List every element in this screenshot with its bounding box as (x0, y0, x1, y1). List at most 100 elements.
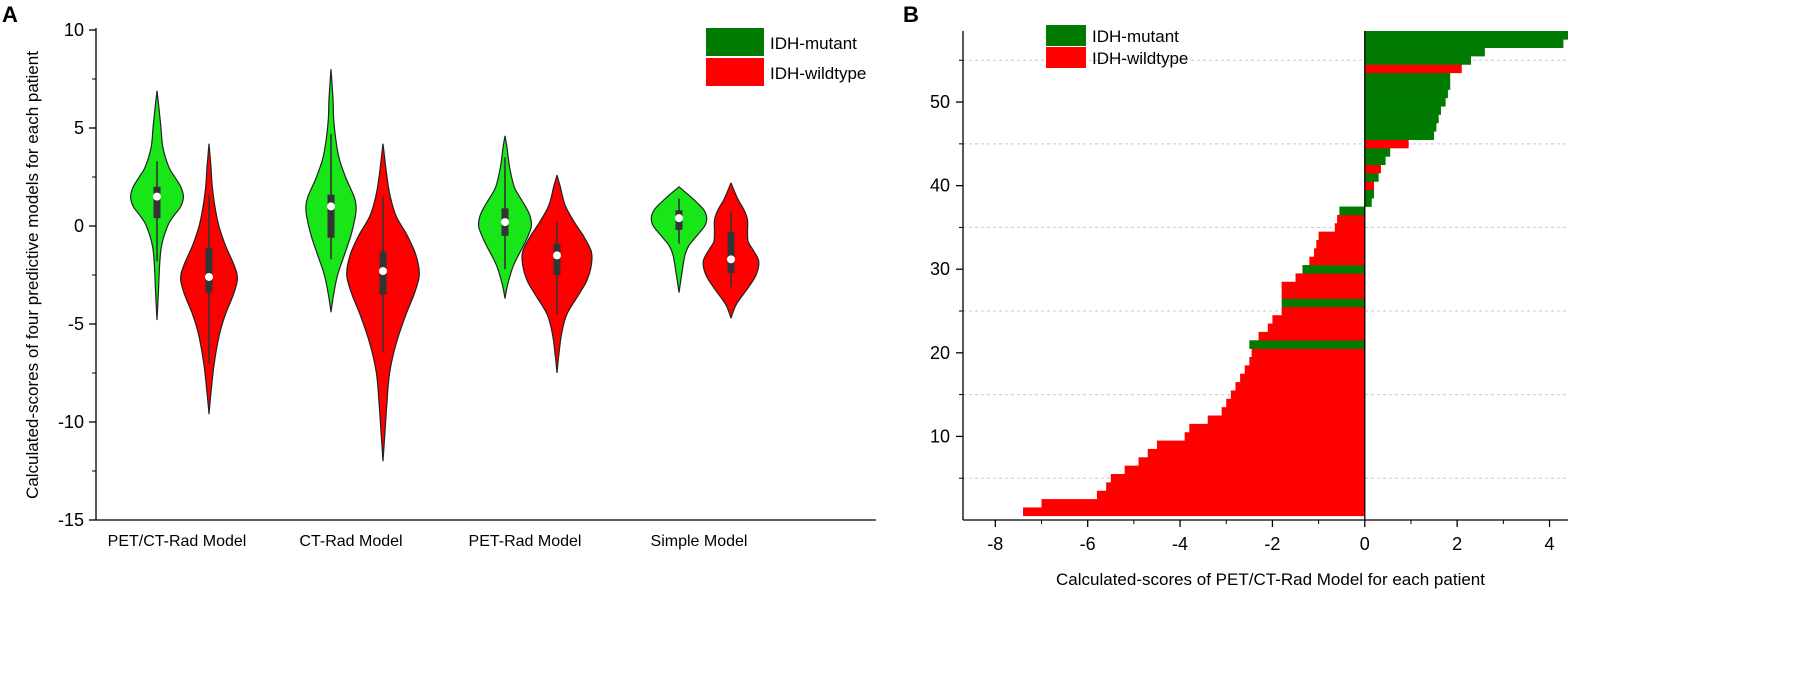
patient-bar (1364, 189, 1375, 199)
x-tick-label: -8 (987, 534, 1003, 554)
y-tick-label: -5 (68, 314, 84, 334)
patient-bar (1364, 114, 1439, 124)
violin-median-dot (153, 192, 161, 201)
y-tick-label: 10 (64, 20, 84, 40)
patient-bar (1249, 340, 1365, 349)
patient-bar (1364, 31, 1568, 40)
patient-bar (1226, 398, 1365, 408)
category-label: PET/CT-Rad Model (108, 533, 247, 550)
violin-median-dot (501, 218, 509, 227)
category-label: CT-Rad Model (299, 533, 402, 550)
patient-bar (1364, 64, 1462, 74)
patient-bar (1364, 131, 1435, 140)
patient-bar (1364, 122, 1437, 132)
patient-bar (1364, 198, 1372, 207)
patient-bar (1281, 298, 1365, 308)
patient-bar (1147, 448, 1365, 458)
patient-bar (1189, 423, 1365, 433)
patient-bar (1106, 482, 1365, 492)
patient-bar (1096, 490, 1365, 500)
patient-bar (1251, 348, 1365, 358)
patient-bar (1235, 382, 1365, 391)
patient-bar (1364, 56, 1472, 65)
patient-bar (1334, 223, 1365, 232)
patient-bar (1124, 465, 1365, 475)
violin-median-dot (205, 272, 213, 281)
violin-wildtype-4 (702, 182, 760, 319)
patient-bar (1364, 139, 1409, 149)
patient-bar (1156, 440, 1365, 450)
violin-mutant-1 (129, 90, 185, 321)
y-tick-label: 40 (930, 176, 950, 196)
violin-wildtype-1 (179, 143, 239, 415)
patient-bar (1230, 390, 1365, 400)
patient-bar (1221, 407, 1365, 416)
patient-bar (1281, 306, 1365, 316)
panel-b-x-ticks: -8 -6 -4 -2 0 2 4 (987, 520, 1555, 554)
patient-bar (1309, 256, 1365, 266)
panel-a-y-ticks: 10 5 0 -5 -10 -15 (58, 20, 96, 530)
y-tick-label: -10 (58, 412, 84, 432)
patient-bar (1339, 206, 1365, 216)
violin-iqr-box (727, 231, 735, 274)
patient-bar (1364, 39, 1564, 49)
panel-a-legend: IDH-mutant IDH-wildtype (706, 28, 866, 86)
x-tick-label: 0 (1360, 534, 1370, 554)
legend-swatch (1046, 47, 1086, 68)
y-tick-label: 20 (930, 343, 950, 363)
violin-wildtype-2 (346, 143, 420, 462)
category-label: PET-Rad Model (469, 533, 582, 550)
x-tick-label: -6 (1080, 534, 1096, 554)
violin-median-dot (327, 202, 335, 211)
category-label: Simple Model (651, 533, 748, 550)
y-tick-label: 50 (930, 92, 950, 112)
patient-bar (1337, 214, 1365, 224)
patient-bar (1258, 331, 1365, 341)
panel-b-x-axis-title: Calculated-scores of PET/CT-Rad Model fo… (1056, 570, 1485, 589)
panel-a-category-labels: PET/CT-Rad Model CT-Rad Model PET-Rad Mode… (108, 533, 748, 550)
violin-mutant-3 (477, 135, 533, 299)
violin-median-dot (675, 214, 683, 223)
legend-swatch (706, 58, 764, 86)
patient-bar (1313, 248, 1365, 257)
patient-bar (1041, 499, 1365, 508)
panel-a-violins (129, 69, 760, 462)
patient-bar (1364, 47, 1485, 57)
patient-bar (1364, 106, 1441, 115)
legend-label: IDH-mutant (770, 34, 857, 53)
panel-b-y-ticks: 10 20 30 40 50 (930, 59, 963, 479)
patient-bar (1364, 148, 1391, 157)
patient-bar (1272, 315, 1365, 324)
x-tick-label: -2 (1264, 534, 1280, 554)
x-tick-label: 4 (1545, 534, 1555, 554)
patient-bar (1364, 173, 1379, 182)
y-tick-label: -15 (58, 510, 84, 530)
violin-iqr-box (205, 247, 213, 293)
y-tick-label: 5 (74, 118, 84, 138)
patient-bar (1110, 474, 1365, 483)
panel-b: B 10 20 30 40 50 -8 -6 -4 -2 0 2 4 Calculated-scor… (903, 2, 1568, 589)
patient-bar (1184, 432, 1365, 441)
patient-bar (1249, 357, 1365, 366)
patient-bar (1364, 89, 1448, 99)
patient-bar (1207, 415, 1365, 425)
patient-bar (1240, 373, 1365, 383)
legend-label: IDH-wildtype (770, 64, 866, 83)
y-tick-label: 10 (930, 426, 950, 446)
panel-b-bars (1023, 31, 1568, 517)
patient-bar (1316, 239, 1365, 249)
legend-swatch (706, 28, 764, 56)
panel-a-letter: A (2, 2, 18, 27)
violin-median-dot (727, 255, 735, 264)
panel-b-letter: B (903, 2, 919, 27)
legend-label: IDH-mutant (1092, 27, 1179, 46)
legend-swatch (1046, 25, 1086, 46)
violin-median-dot (379, 267, 387, 276)
violin-wildtype-3 (521, 174, 593, 374)
y-tick-label: 0 (74, 216, 84, 236)
y-tick-label: 30 (930, 259, 950, 279)
panel-a-y-axis-title: Calculated-scores of four predictive mod… (23, 51, 42, 499)
patient-bar (1267, 323, 1365, 333)
violin-iqr-box (327, 194, 335, 238)
